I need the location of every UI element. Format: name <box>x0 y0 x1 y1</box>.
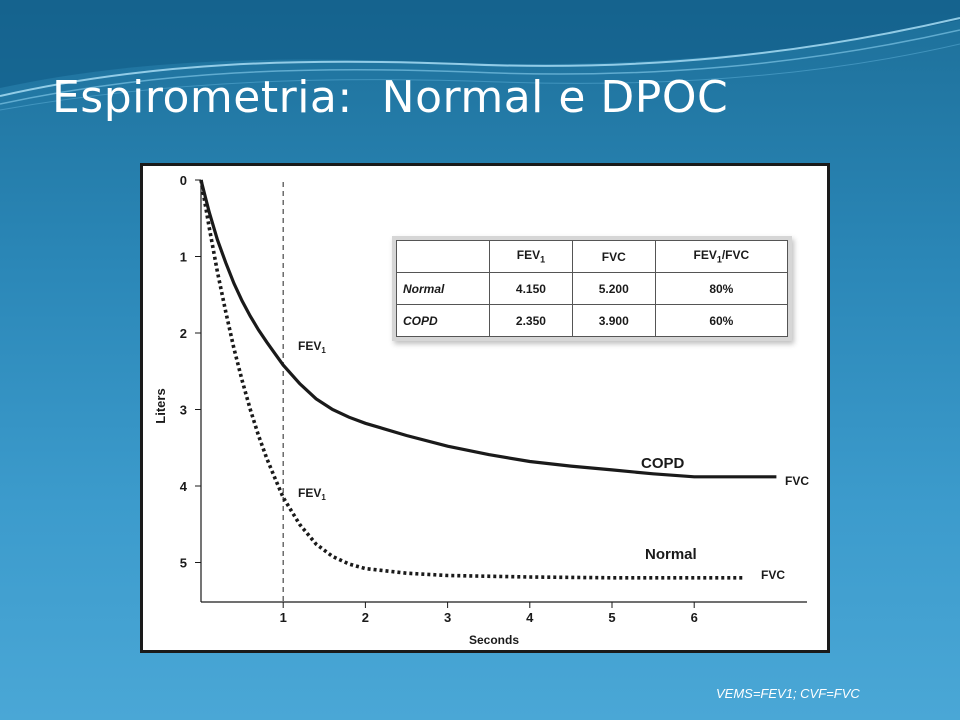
x-tick-label: 6 <box>691 610 698 625</box>
table-header-fvc: FVC <box>571 240 656 273</box>
normal-fvc-label: FVC <box>761 568 785 582</box>
table-row-label: Normal <box>396 272 490 305</box>
table-header-cell-blank <box>396 240 490 273</box>
table-cell-ratio: 60% <box>654 304 789 337</box>
x-axis-label: Seconds <box>469 633 519 647</box>
table-header-fev1: FEV1 <box>489 240 573 273</box>
slide-title: Espirometria: Normal e DPOC <box>52 72 729 123</box>
table-header-row: FEV1 FVC FEV1/FVC <box>396 240 789 273</box>
y-tick-label: 2 <box>180 326 187 341</box>
y-tick-label: 0 <box>180 173 187 188</box>
fev1-fvc-table: FEV1 FVC FEV1/FVC Normal 4.150 5.200 80%… <box>396 240 789 337</box>
spirometry-chart: 1 2 3 4 5 6 0 1 2 3 4 5 Seconds Liters COPD Normal … <box>140 163 830 653</box>
chart-plot-area: 1 2 3 4 5 6 0 1 2 3 4 5 Seconds Liters COPD Normal … <box>153 173 809 647</box>
x-tick-label: 5 <box>608 610 615 625</box>
normal-fev1-label: FEV1 <box>298 486 326 502</box>
table-row: Normal 4.150 5.200 80% <box>396 272 789 305</box>
y-tick-label: 3 <box>180 403 187 418</box>
y-tick-label: 4 <box>180 479 188 494</box>
table-cell-fev1: 2.350 <box>489 304 573 337</box>
x-tick-label: 4 <box>526 610 534 625</box>
table-cell-ratio: 80% <box>654 272 789 305</box>
x-tick-label: 2 <box>362 610 369 625</box>
header-wave-decoration <box>0 0 960 111</box>
footnote: VEMS=FEV1; CVF=FVC <box>716 686 860 701</box>
copd-fvc-label: FVC <box>785 474 809 488</box>
x-tick-label: 1 <box>280 610 287 625</box>
table-cell-fev1: 4.150 <box>489 272 573 305</box>
table-cell-fvc: 5.200 <box>571 272 656 305</box>
table-row: COPD 2.350 3.900 60% <box>396 304 789 337</box>
x-tick-label: 3 <box>444 610 451 625</box>
table-cell-fvc: 3.900 <box>571 304 656 337</box>
normal-series-label: Normal <box>645 546 697 563</box>
copd-series-label: COPD <box>641 455 685 472</box>
copd-fev1-label: FEV1 <box>298 339 326 355</box>
copd-curve <box>199 179 777 479</box>
y-tick-label: 1 <box>180 250 187 265</box>
normal-curve <box>199 179 744 580</box>
y-tick-label: 5 <box>180 556 187 571</box>
y-axis-label: Liters <box>153 388 168 423</box>
table-row-label: COPD <box>396 304 490 337</box>
table-header-ratio: FEV1/FVC <box>654 240 789 273</box>
